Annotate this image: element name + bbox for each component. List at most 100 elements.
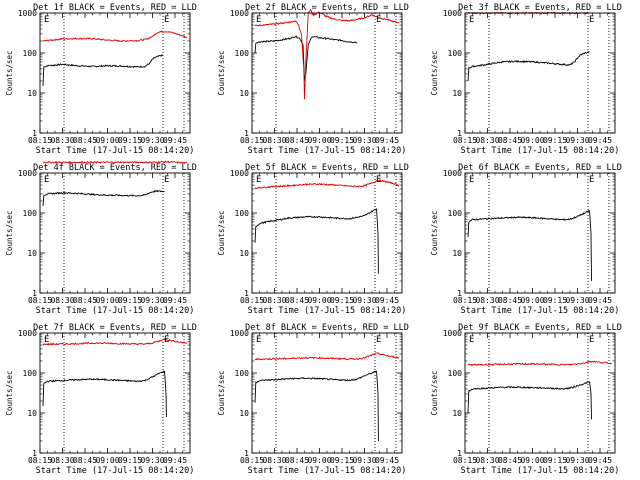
event-marker: E <box>44 15 49 25</box>
event-marker: E <box>469 335 474 345</box>
series-events <box>42 54 164 87</box>
plot-frame <box>464 332 616 454</box>
x-tick-label: 08:15 <box>28 296 52 305</box>
y-tick-label: 10 <box>239 409 249 418</box>
panel-title: Det 4f BLACK = Events, RED = LLD <box>33 163 197 173</box>
x-tick-label: 08:15 <box>240 456 264 465</box>
x-tick-label: 09:15 <box>118 456 142 465</box>
y-tick-label: 1 <box>457 129 462 138</box>
x-tick-label: 09:15 <box>330 296 354 305</box>
x-tick-label: 09:00 <box>520 296 544 305</box>
x-tick-label: 09:00 <box>95 456 119 465</box>
panel-title: Det 1f BLACK = Events, RED = LLD <box>33 3 197 13</box>
y-tick-label: 1 <box>32 129 37 138</box>
plot-frame <box>251 172 403 294</box>
x-tick-label: 08:30 <box>50 136 74 145</box>
series-events <box>467 51 590 82</box>
y-tick-label: 10 <box>452 409 462 418</box>
series-events <box>42 189 165 207</box>
plot-frame <box>251 332 403 454</box>
series-events <box>467 381 592 420</box>
y-tick-label: 100 <box>448 49 463 58</box>
x-tick-label: 08:45 <box>285 136 309 145</box>
event-marker: E <box>256 15 261 25</box>
y-tick-label: 1000 <box>18 169 37 178</box>
panel-title: Det 6f BLACK = Events, RED = LLD <box>458 163 622 173</box>
x-tick-label: 08:15 <box>453 456 477 465</box>
panel-det-8: Det 8f BLACK = Events, RED = LLD 1 10 100 10… <box>217 323 409 476</box>
x-tick-label: 09:15 <box>118 296 142 305</box>
x-axis-label: Start Time (17-Jul-15 08:14:20) <box>248 466 407 476</box>
x-tick-label: 09:00 <box>95 136 119 145</box>
x-tick-label: 09:30 <box>565 456 589 465</box>
x-tick-label: 09:30 <box>140 296 164 305</box>
y-tick-label: 100 <box>23 209 38 218</box>
series-events <box>254 370 379 442</box>
y-tick-label: 10 <box>27 249 37 258</box>
x-tick-label: 08:30 <box>262 136 286 145</box>
plot-frame <box>464 12 616 134</box>
event-marker: E <box>164 15 169 25</box>
x-tick-label: 09:45 <box>375 136 399 145</box>
x-axis-label: Start Time (17-Jul-15 08:14:20) <box>248 146 407 156</box>
series-lld <box>467 360 613 367</box>
x-tick-label: 09:00 <box>95 296 119 305</box>
y-tick-label: 1000 <box>18 329 37 338</box>
series-lld <box>42 160 188 165</box>
y-axis-label: Counts/sec <box>217 50 226 95</box>
event-marker: E <box>256 335 261 345</box>
y-tick-label: 1 <box>244 449 249 458</box>
x-tick-label: 08:45 <box>73 456 97 465</box>
x-tick-label: 09:45 <box>588 296 612 305</box>
x-tick-label: 09:00 <box>307 296 331 305</box>
y-axis-label: Counts/sec <box>430 370 439 415</box>
x-tick-label: 09:15 <box>118 136 142 145</box>
plot-frame <box>464 172 616 294</box>
x-tick-label: 09:45 <box>588 456 612 465</box>
x-axis-label: Start Time (17-Jul-15 08:14:20) <box>461 306 620 316</box>
plot-frame <box>39 172 191 294</box>
x-tick-label: 09:45 <box>375 456 399 465</box>
x-tick-label: 08:15 <box>240 136 264 145</box>
event-marker: E <box>589 15 594 25</box>
panel-title: Det 7f BLACK = Events, RED = LLD <box>33 323 197 333</box>
panel-title: Det 3f BLACK = Events, RED = LLD <box>458 3 622 13</box>
x-tick-label: 08:45 <box>285 296 309 305</box>
y-tick-label: 1 <box>32 289 37 298</box>
x-tick-label: 09:00 <box>520 456 544 465</box>
x-tick-label: 08:45 <box>73 296 97 305</box>
event-marker: E <box>44 175 49 185</box>
panel-title: Det 2f BLACK = Events, RED = LLD <box>245 3 409 13</box>
x-tick-label: 09:15 <box>330 136 354 145</box>
y-tick-label: 100 <box>448 209 463 218</box>
x-tick-label: 08:15 <box>28 136 52 145</box>
y-tick-label: 10 <box>27 89 37 98</box>
x-tick-label: 09:45 <box>375 296 399 305</box>
y-tick-label: 1000 <box>230 9 249 18</box>
x-tick-label: 08:15 <box>453 136 477 145</box>
x-tick-label: 09:30 <box>565 296 589 305</box>
panel-title: Det 9f BLACK = Events, RED = LLD <box>458 323 622 333</box>
event-marker: E <box>589 175 594 185</box>
series-lld <box>254 179 400 190</box>
y-tick-label: 1 <box>457 449 462 458</box>
y-tick-label: 1000 <box>18 9 37 18</box>
x-tick-label: 09:30 <box>352 136 376 145</box>
y-tick-label: 100 <box>235 369 250 378</box>
panel-det-5: Det 5f BLACK = Events, RED = LLD 1 10 100 10… <box>217 163 409 316</box>
x-tick-label: 08:30 <box>262 456 286 465</box>
panel-det-1: Det 1f BLACK = Events, RED = LLD 1 10 100 10… <box>5 3 197 156</box>
x-tick-label: 09:15 <box>543 136 567 145</box>
y-axis-label: Counts/sec <box>217 370 226 415</box>
panel-det-3: Det 3f BLACK = Events, RED = LLD 1 10 100 10… <box>430 3 622 156</box>
y-tick-label: 1000 <box>443 169 462 178</box>
y-tick-label: 1 <box>457 289 462 298</box>
x-tick-label: 09:00 <box>307 456 331 465</box>
y-tick-label: 1000 <box>230 329 249 338</box>
x-tick-label: 09:30 <box>352 456 376 465</box>
x-axis-label: Start Time (17-Jul-15 08:14:20) <box>248 306 407 316</box>
y-tick-label: 100 <box>235 209 250 218</box>
y-tick-label: 10 <box>452 249 462 258</box>
x-tick-label: 08:30 <box>475 296 499 305</box>
x-tick-label: 09:15 <box>330 456 354 465</box>
